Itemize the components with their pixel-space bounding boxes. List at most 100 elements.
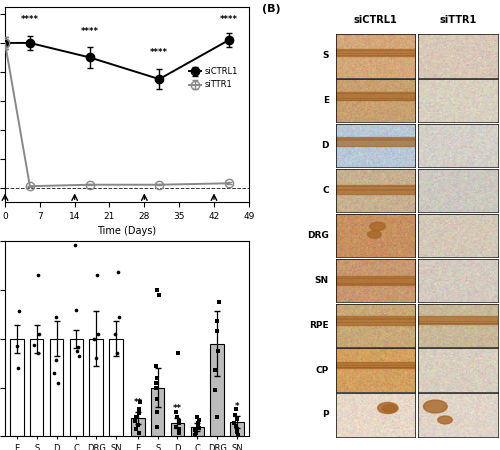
Text: SN: SN [315, 276, 329, 285]
Bar [30, 339, 44, 436]
Text: ****: **** [150, 49, 168, 58]
Text: (B): (B) [262, 4, 280, 14]
Text: *: * [234, 402, 239, 411]
Bar [90, 339, 103, 436]
Bar [336, 49, 415, 56]
Point [193, 414, 201, 421]
Point [172, 423, 180, 430]
Point [195, 416, 203, 423]
Circle shape [424, 400, 447, 413]
Point [192, 431, 200, 438]
Point [71, 242, 79, 249]
Text: ****: **** [80, 27, 98, 36]
Point [174, 350, 182, 357]
Point [232, 405, 240, 413]
Point [173, 414, 181, 421]
Point [154, 374, 162, 382]
Point [52, 314, 60, 321]
Point [134, 421, 141, 428]
Bar [190, 427, 204, 436]
Point [174, 425, 182, 432]
Point [73, 347, 81, 354]
Point [14, 364, 22, 372]
Point [111, 330, 119, 338]
Point [175, 417, 183, 424]
Point [52, 357, 60, 364]
Point [230, 419, 238, 427]
Point [15, 308, 23, 315]
Point [132, 425, 140, 432]
Point [153, 409, 161, 416]
Point [154, 286, 162, 293]
Point [90, 335, 98, 342]
Point [232, 415, 240, 423]
Text: siCTRL1: siCTRL1 [354, 15, 398, 25]
Point [74, 353, 82, 360]
Point [50, 369, 58, 377]
Point [213, 328, 221, 335]
Bar [418, 316, 498, 324]
Legend: siCTRL1, siTTR1: siCTRL1, siTTR1 [187, 66, 240, 91]
Text: **: ** [134, 398, 142, 407]
Circle shape [368, 231, 381, 238]
Point [54, 379, 62, 387]
Point [232, 422, 240, 429]
Bar [50, 339, 64, 436]
Point [135, 410, 143, 417]
Point [154, 396, 162, 403]
Point [214, 298, 222, 305]
Point [12, 342, 20, 349]
Point [214, 347, 222, 354]
Point [94, 330, 102, 338]
Text: ****: **** [220, 15, 238, 24]
Point [34, 350, 42, 357]
Circle shape [370, 222, 386, 230]
Point [232, 411, 239, 418]
Text: RPE: RPE [310, 321, 329, 330]
Point [211, 386, 219, 393]
Point [234, 431, 241, 438]
Bar [110, 339, 122, 436]
Point [214, 414, 222, 421]
Point [194, 422, 202, 429]
Text: **: ** [173, 404, 182, 413]
Bar [336, 92, 415, 100]
Point [34, 272, 42, 279]
Bar [151, 387, 164, 436]
Bar [210, 344, 224, 436]
Point [195, 424, 203, 431]
Point [152, 363, 160, 370]
Point [36, 330, 44, 338]
Point [172, 409, 180, 416]
Point [152, 379, 160, 387]
Circle shape [378, 402, 398, 414]
Point [92, 355, 100, 362]
Bar [336, 276, 415, 285]
Bar [336, 316, 415, 325]
Bar [230, 422, 243, 436]
Point [114, 350, 122, 357]
X-axis label: Time (Days): Time (Days) [98, 226, 156, 236]
Bar [170, 423, 184, 436]
Point [214, 318, 222, 325]
Point [190, 426, 198, 433]
Point [74, 343, 82, 350]
Text: P: P [322, 410, 329, 419]
Point [136, 429, 143, 436]
Bar [336, 185, 415, 194]
Text: S: S [322, 51, 329, 60]
Point [233, 425, 241, 432]
Point [136, 399, 144, 406]
Text: CP: CP [316, 365, 329, 374]
Text: D: D [322, 141, 329, 150]
Bar [336, 137, 415, 146]
Bar [10, 339, 24, 436]
Point [135, 405, 143, 413]
Point [93, 272, 101, 279]
Text: E: E [323, 96, 329, 105]
Point [152, 423, 160, 430]
Text: siTTR1: siTTR1 [440, 15, 476, 25]
Point [132, 417, 140, 424]
Text: ****: **** [21, 15, 39, 24]
Point [72, 306, 80, 313]
